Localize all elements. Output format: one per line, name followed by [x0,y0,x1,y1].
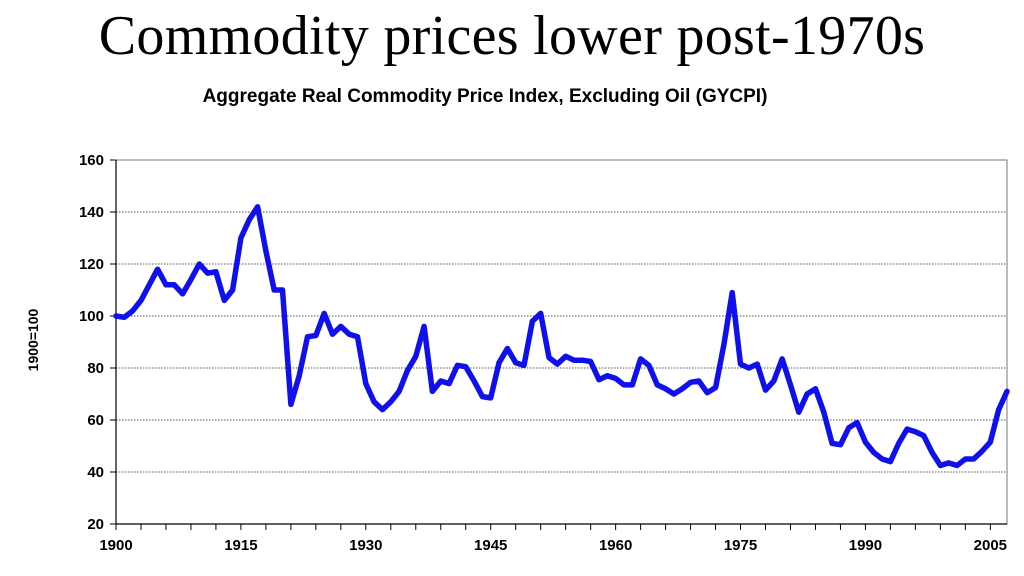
x-tick-label-1960: 1960 [599,537,632,554]
x-tick-label-1915: 1915 [224,537,257,554]
x-tick-label-1930: 1930 [349,537,382,554]
y-tick-label-120: 120 [79,256,104,273]
series-group [113,204,1010,469]
slide-title: Commodity prices lower post-1970s [98,5,926,67]
y-tick-label-140: 140 [79,204,104,221]
x-tick-label-1900: 1900 [99,537,132,554]
x-tick-label-1945: 1945 [474,537,507,554]
y-tick-label-20: 20 [87,516,104,533]
gridlines [116,159,1007,473]
y-tick-label-60: 60 [87,412,104,429]
y-tick-label-160: 160 [79,152,104,169]
y-axis-label: 1900=100 [25,308,41,371]
series-line-gycpi [113,204,1010,469]
y-tick-label-100: 100 [79,308,104,325]
y-tick-label-80: 80 [87,360,104,377]
y-tick-label-40: 40 [87,464,104,481]
axes [110,159,1008,530]
x-tick-label-1975: 1975 [724,537,757,554]
x-tick-label-2005: 2005 [974,537,1007,554]
y-tick-labels: 20 40 60 80 100 120 140 160 [79,152,104,533]
x-tick-labels: 1900 1915 1930 1945 1960 1975 1990 2005 [99,537,1007,554]
chart-title: Aggregate Real Commodity Price Index, Ex… [202,86,768,107]
x-tick-label-1990: 1990 [849,537,882,554]
